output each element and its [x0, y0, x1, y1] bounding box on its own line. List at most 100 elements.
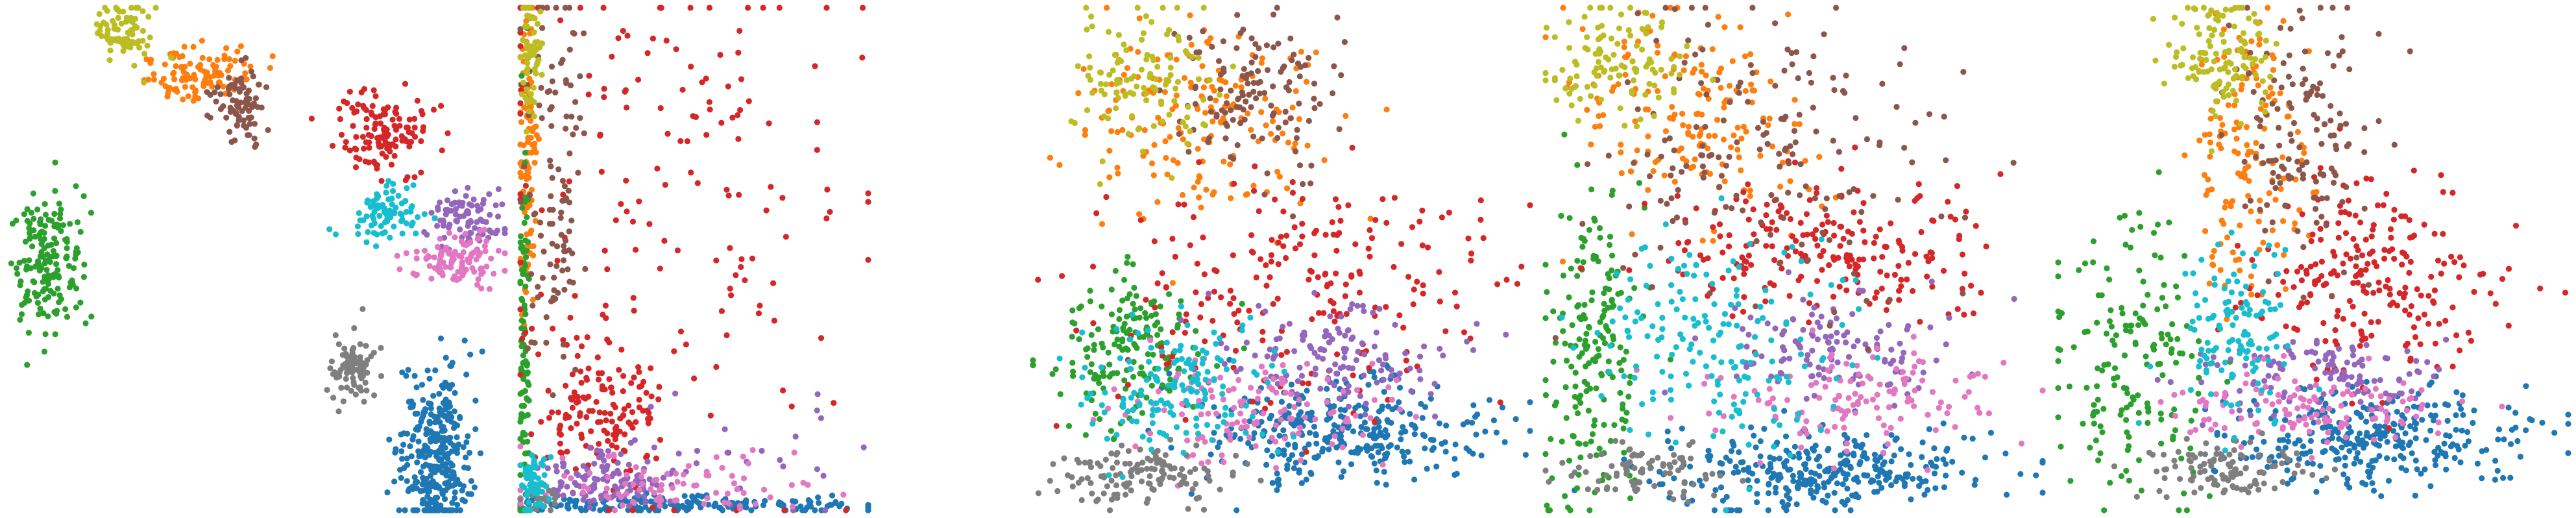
scatter-point — [684, 138, 690, 145]
scatter-point — [530, 253, 537, 259]
scatter-point — [599, 386, 605, 393]
scatter-point — [398, 133, 405, 140]
scatter-point — [1151, 238, 1158, 245]
scatter-point — [1153, 376, 1160, 384]
scatter-point — [558, 209, 565, 216]
scatter-point — [1795, 485, 1801, 491]
scatter-point — [1263, 122, 1269, 129]
scatter-point — [1243, 402, 1249, 409]
scatter-point — [1609, 253, 1616, 259]
scatter-point — [626, 462, 632, 468]
scatter-point — [136, 44, 143, 51]
scatter-point — [1207, 95, 1213, 102]
scatter-point — [383, 190, 389, 196]
scatter-point — [1293, 148, 1299, 154]
scatter-point — [404, 430, 411, 437]
scatter-point — [587, 445, 593, 451]
scatter-point — [1376, 357, 1382, 364]
scatter-point — [173, 63, 179, 69]
scatter-point — [1514, 280, 1521, 287]
series-cluster-6 — [204, 55, 271, 150]
scatter-point — [735, 49, 742, 56]
scatter-point — [1699, 482, 1705, 489]
scatter-point — [580, 497, 587, 503]
scatter-point — [1618, 170, 1625, 177]
scatter-point — [365, 228, 371, 236]
scatter-point — [495, 186, 502, 192]
scatter-point — [1400, 424, 1406, 430]
scatter-point — [1158, 476, 1165, 483]
scatter-point — [1217, 486, 1223, 493]
scatter-point — [865, 190, 871, 197]
scatter-point — [1750, 206, 1756, 213]
scatter-point — [1740, 308, 1747, 315]
scatter-point — [359, 363, 365, 369]
scatter-point — [694, 499, 700, 505]
scatter-point — [560, 257, 567, 264]
scatter-point — [43, 267, 50, 273]
scatter-point — [1919, 454, 1925, 460]
scatter-point — [17, 317, 23, 323]
scatter-point — [1202, 439, 1208, 445]
scatter-point — [788, 482, 795, 488]
scatter-point — [1148, 399, 1154, 406]
scatter-point — [517, 259, 524, 265]
scatter-point — [1592, 417, 1598, 424]
scatter-point — [1095, 326, 1102, 332]
scatter-point — [547, 507, 554, 513]
scatter-point — [539, 25, 546, 31]
scatter-point — [1876, 480, 1882, 486]
scatter-point — [572, 466, 579, 473]
scatter-point — [865, 256, 871, 263]
scatter-point — [667, 498, 674, 505]
scatter-point — [1596, 113, 1602, 119]
scatter-point — [1365, 382, 1372, 388]
scatter-point — [1262, 95, 1269, 102]
scatter-point — [1155, 114, 1161, 121]
scatter-point — [636, 487, 643, 493]
scatter-point — [1402, 350, 1409, 356]
scatter-point — [1215, 444, 1221, 450]
scatter-point — [1189, 486, 1196, 493]
scatter-point — [38, 241, 45, 247]
scatter-point — [1847, 507, 1854, 513]
scatter-point — [1230, 117, 1236, 123]
scatter-point — [398, 431, 404, 438]
scatter-point — [1250, 80, 1257, 86]
scatter-point — [43, 277, 50, 284]
scatter-point — [1286, 456, 1293, 463]
scatter-point — [1270, 11, 1277, 18]
scatter-point — [47, 254, 53, 260]
scatter-point — [1343, 112, 1349, 119]
scatter-point — [1597, 234, 1603, 241]
scatter-point — [1136, 211, 1143, 217]
scatter-point — [418, 138, 424, 145]
scatter-point — [517, 26, 524, 32]
scatter-point — [383, 182, 390, 189]
scatter-point — [131, 62, 138, 69]
scatter-point — [1311, 423, 1318, 430]
scatter-point — [761, 486, 768, 493]
scatter-point — [574, 471, 580, 477]
scatter-point — [1575, 440, 1581, 447]
scatter-point — [1121, 71, 1127, 78]
series-cluster-5 — [1178, 290, 1509, 423]
scatter-point — [397, 467, 404, 473]
scatter-point — [1863, 473, 1869, 479]
scatter-point — [1790, 473, 1796, 479]
scatter-point — [1291, 224, 1298, 230]
scatter-point — [1388, 367, 1394, 373]
scatter-point — [1576, 354, 1583, 360]
scatter-point — [1373, 329, 1379, 336]
scatter-point — [1396, 370, 1403, 376]
scatter-point — [355, 101, 361, 108]
scatter-point — [371, 230, 377, 236]
scatter-point — [1748, 262, 1755, 268]
scatter-point — [1245, 439, 1252, 447]
scatter-point — [158, 79, 165, 86]
scatter-point — [411, 174, 418, 180]
scatter-point — [566, 178, 572, 185]
scatter-point — [1605, 358, 1612, 365]
scatter-point — [759, 447, 765, 454]
scatter-point — [1313, 440, 1320, 447]
